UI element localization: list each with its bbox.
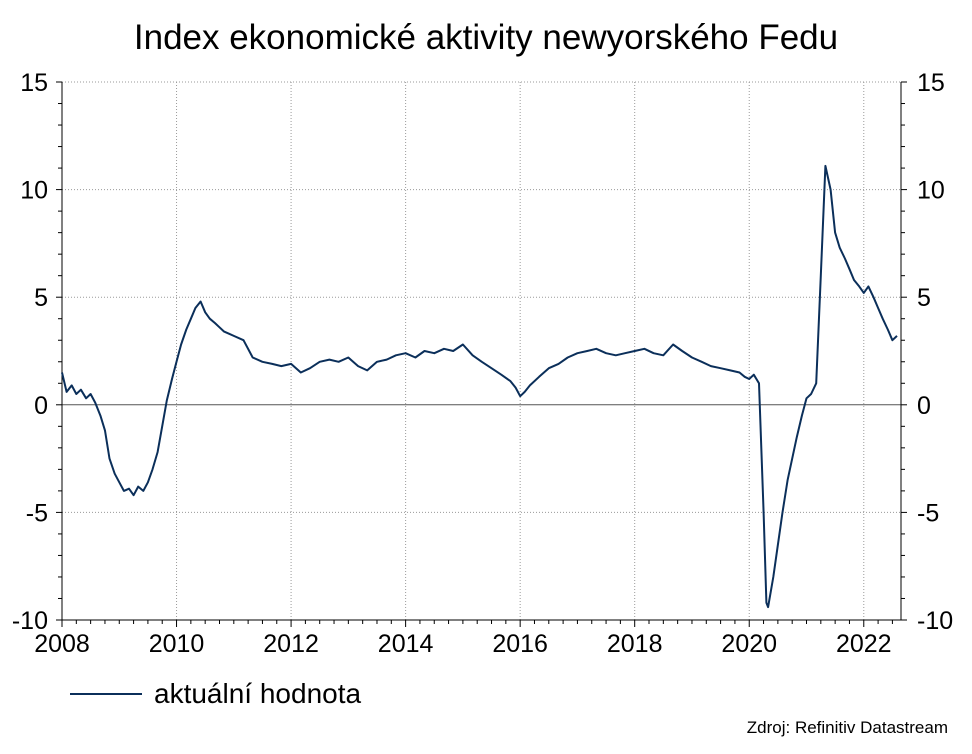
- x-tick-label: 2018: [607, 630, 663, 658]
- x-tick-label: 2022: [836, 630, 892, 658]
- legend: aktuální hodnota: [70, 676, 361, 712]
- y-tick-label-right: -10: [917, 607, 953, 635]
- x-tick-label: 2020: [721, 630, 777, 658]
- x-tick-label: 2010: [149, 630, 205, 658]
- y-tick-label-left: 0: [34, 392, 48, 420]
- chart-title: Index ekonomické aktivity newyorského Fe…: [133, 18, 839, 57]
- y-tick-label-right: 15: [917, 69, 945, 97]
- y-tick-label-right: 5: [917, 284, 931, 312]
- x-tick-label: 2014: [378, 630, 434, 658]
- x-tick-label: 2008: [34, 630, 90, 658]
- series-line: [61, 164, 898, 609]
- y-tick-label-left: -5: [26, 499, 48, 527]
- source-note: Zdroj: Refinitiv Datastream: [746, 718, 948, 737]
- legend-label: aktuální hodnota: [154, 678, 362, 709]
- y-tick-label-left: 15: [20, 69, 48, 97]
- x-tick-label: 2016: [492, 630, 548, 658]
- y-tick-label-right: 10: [917, 177, 945, 205]
- x-tick-label: 2012: [263, 630, 319, 658]
- y-tick-label-right: 0: [917, 392, 931, 420]
- y-tick-label-right: -5: [917, 499, 939, 527]
- grid: [62, 81, 901, 621]
- legend-line-swatch: [70, 693, 142, 695]
- axes: [56, 81, 907, 627]
- y-tick-label-left: -10: [12, 607, 48, 635]
- y-tick-label-left: 5: [34, 284, 48, 312]
- series: [61, 164, 898, 609]
- y-tick-label-left: 10: [20, 177, 48, 205]
